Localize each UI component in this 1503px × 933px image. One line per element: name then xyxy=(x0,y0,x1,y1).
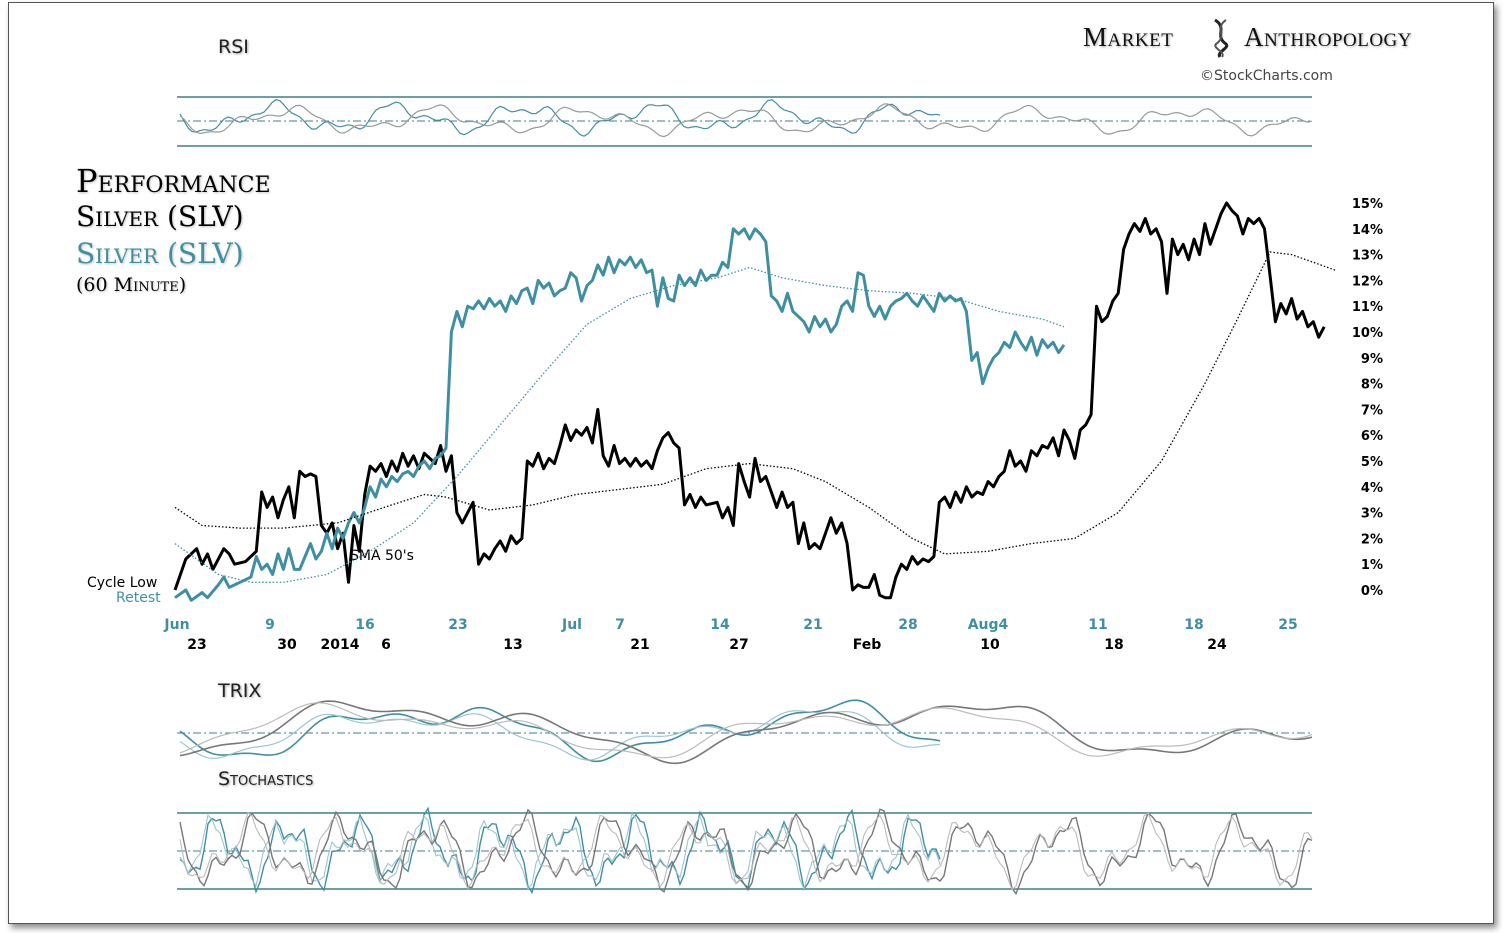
series-line-3 xyxy=(174,251,1336,555)
x-tick-label-current: 2014 xyxy=(321,637,360,653)
chart-frame xyxy=(8,2,1494,924)
x-tick-label-current: 18 xyxy=(1104,637,1123,653)
retest-label: Retest xyxy=(116,590,161,606)
x-tick-label-prior: 7 xyxy=(615,617,625,633)
performance-title: Performance xyxy=(76,162,271,200)
series-line-4 xyxy=(174,266,1065,583)
y-tick-label: 10% xyxy=(1352,326,1383,341)
brand-name-left: Market xyxy=(1083,22,1174,52)
sma-label: SMA 50's xyxy=(350,548,414,564)
x-tick-label-prior: 23 xyxy=(448,617,467,633)
x-tick-label-prior: 11 xyxy=(1088,617,1107,633)
timeframe-label: (60 Minute) xyxy=(76,274,187,296)
y-tick-label: 15% xyxy=(1352,197,1383,212)
stoch-line-prior xyxy=(179,806,941,895)
x-tick-label-current: 13 xyxy=(503,637,522,653)
trix-signal-current xyxy=(179,702,1313,759)
y-tick-label: 2% xyxy=(1361,532,1383,547)
x-tick-label-current: 30 xyxy=(277,637,297,653)
x-tick-label-prior: 16 xyxy=(355,617,374,633)
credit-text: ©StockCharts.com xyxy=(1200,68,1333,84)
x-tick-label-prior: 14 xyxy=(710,617,730,633)
y-tick-label: 0% xyxy=(1361,584,1383,599)
x-tick-label-current: 27 xyxy=(729,637,748,653)
x-tick-label-current: 10 xyxy=(980,637,1000,653)
cycle-low-label: Cycle Low xyxy=(87,575,158,591)
rsi-line-current xyxy=(179,103,1313,138)
y-tick-label: 14% xyxy=(1352,223,1383,238)
y-tick-label: 3% xyxy=(1361,507,1383,522)
x-tick-label-prior: 28 xyxy=(898,617,917,633)
y-tick-label: 6% xyxy=(1361,429,1383,444)
series-label-current: Silver (SLV) xyxy=(76,200,244,233)
stoch-line-current xyxy=(179,808,1313,896)
series-line-1 xyxy=(173,201,1326,600)
rsi-line-prior xyxy=(179,99,941,137)
trix-title: TRIX xyxy=(218,680,262,702)
y-tick-label: 11% xyxy=(1352,300,1383,315)
brand-name-right: Anthropology xyxy=(1244,22,1412,52)
trix-signal-prior xyxy=(179,710,940,761)
series-label-prior: Silver (SLV) xyxy=(76,237,244,270)
series-line-2 xyxy=(174,227,1066,602)
x-tick-label-prior: 21 xyxy=(803,617,822,633)
x-tick-label-current: Feb xyxy=(853,637,882,653)
x-tick-label-prior: 18 xyxy=(1184,617,1203,633)
y-tick-label: 1% xyxy=(1361,558,1383,573)
stochastics-title: Stochastics xyxy=(218,768,314,790)
y-tick-label: 8% xyxy=(1361,378,1383,393)
y-tick-label: 4% xyxy=(1361,481,1383,496)
x-tick-label-prior: Jul xyxy=(561,617,582,633)
rsi-title: RSI xyxy=(218,36,249,58)
y-tick-label: 13% xyxy=(1352,249,1383,264)
dna-helix-icon xyxy=(1214,18,1229,58)
x-tick-label-current: 21 xyxy=(630,637,649,653)
trix-line-current xyxy=(179,700,1313,765)
y-tick-label: 5% xyxy=(1361,455,1383,470)
stochastics-panel xyxy=(177,812,1312,890)
y-tick-label: 12% xyxy=(1352,274,1383,289)
x-tick-label-current: 6 xyxy=(381,637,391,653)
x-tick-label-current: 23 xyxy=(187,637,206,653)
x-tick-label-current: 24 xyxy=(1207,637,1227,653)
rsi-panel xyxy=(177,96,1312,147)
x-tick-label-prior: 9 xyxy=(265,617,275,633)
y-tick-label: 7% xyxy=(1361,403,1383,418)
y-tick-label: 9% xyxy=(1361,352,1383,367)
x-tick-label-prior: 25 xyxy=(1278,617,1297,633)
x-tick-label-prior: Aug4 xyxy=(968,617,1009,633)
x-tick-label-prior: Jun xyxy=(163,617,189,633)
stoch-signal-current xyxy=(179,811,1313,891)
